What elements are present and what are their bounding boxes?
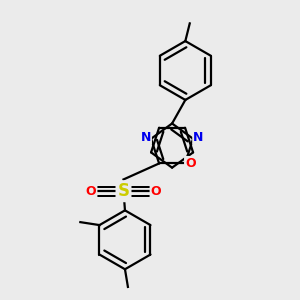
Text: O: O <box>151 185 161 198</box>
Text: S: S <box>118 182 130 200</box>
Text: N: N <box>141 131 151 144</box>
Text: O: O <box>86 185 96 198</box>
Text: N: N <box>193 131 204 144</box>
Text: O: O <box>185 157 196 170</box>
